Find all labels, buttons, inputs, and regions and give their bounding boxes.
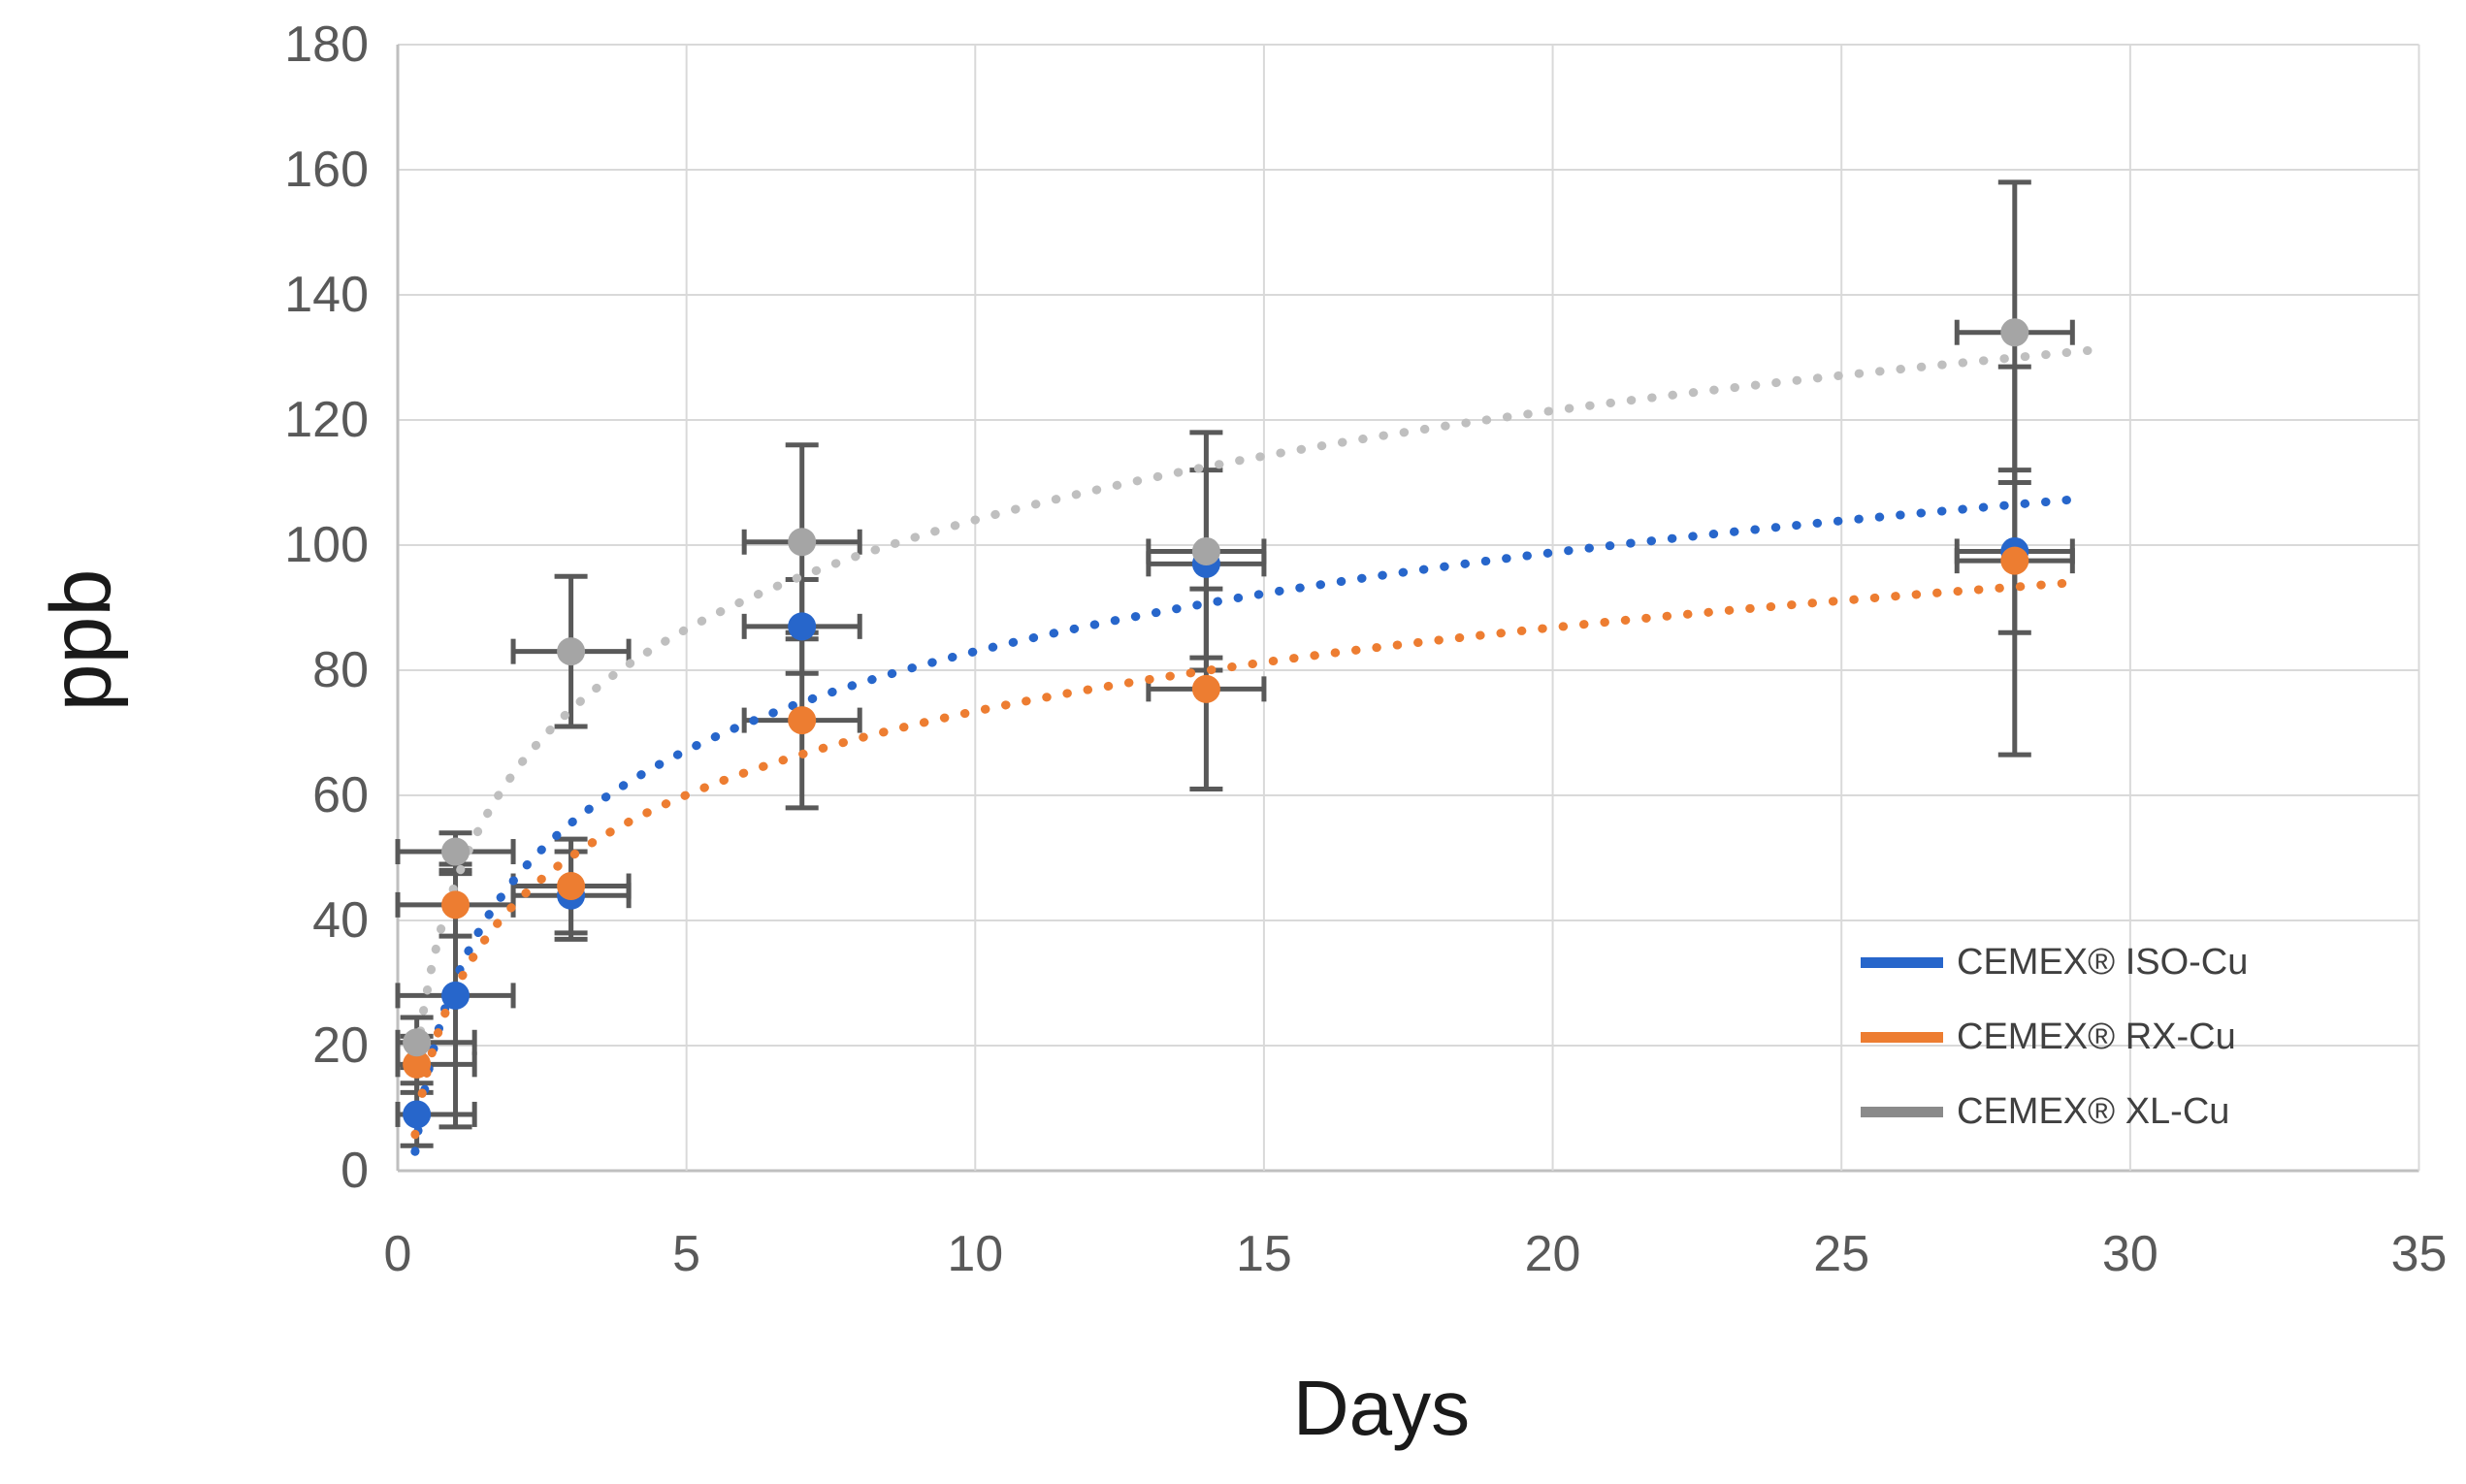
legend-item[interactable]: CEMEX® XL-Cu	[1861, 1075, 2248, 1149]
data-point[interactable]	[2000, 546, 2029, 575]
data-point[interactable]	[2000, 318, 2029, 347]
data-point[interactable]	[403, 1100, 432, 1129]
legend-label: CEMEX® ISO-Cu	[1957, 942, 2249, 983]
y-tick-label: 60	[312, 767, 369, 823]
trendline[interactable]	[410, 578, 2077, 1140]
y-tick-label: 20	[312, 1017, 369, 1074]
legend: CEMEX® ISO-Cu CEMEX® RX-Cu CEMEX® XL-Cu	[1861, 925, 2248, 1149]
legend-swatch-line	[1861, 957, 1943, 968]
legend-label: CEMEX® RX-Cu	[1957, 1016, 2236, 1057]
x-tick-label: 15	[1236, 1226, 1292, 1282]
legend-item[interactable]: CEMEX® ISO-Cu	[1861, 925, 2248, 1000]
data-point[interactable]	[1191, 674, 1220, 703]
y-tick-label: 160	[284, 142, 369, 198]
x-tick-label: 5	[672, 1226, 700, 1282]
data-point[interactable]	[788, 706, 817, 735]
y-tick-label: 100	[284, 517, 369, 573]
y-tick-label: 40	[312, 892, 369, 949]
x-tick-label: 0	[384, 1226, 412, 1282]
legend-item[interactable]: CEMEX® RX-Cu	[1861, 1000, 2248, 1075]
data-point[interactable]	[403, 1028, 432, 1057]
data-point[interactable]	[441, 981, 470, 1010]
data-point[interactable]	[557, 872, 586, 901]
x-tick-label: 30	[2102, 1226, 2158, 1282]
legend-swatch-line	[1861, 1032, 1943, 1043]
x-tick-label: 20	[1525, 1226, 1581, 1282]
x-tick-label: 10	[947, 1226, 1003, 1282]
x-axis-title: Days	[1292, 1365, 1471, 1451]
y-tick-label: 0	[341, 1143, 369, 1199]
legend-swatch-line	[1861, 1107, 1943, 1117]
trendline[interactable]	[410, 495, 2077, 1156]
legend-label: CEMEX® XL-Cu	[1957, 1091, 2230, 1132]
y-tick-label: 140	[284, 267, 369, 323]
data-point[interactable]	[788, 612, 817, 641]
trendline[interactable]	[410, 345, 2094, 1078]
y-axis-title: ppb	[32, 568, 129, 712]
y-tick-label: 120	[284, 392, 369, 448]
data-point[interactable]	[1191, 536, 1220, 565]
x-tick-label: 25	[1813, 1226, 1869, 1282]
data-point[interactable]	[403, 1049, 432, 1079]
y-tick-label: 80	[312, 642, 369, 698]
data-point[interactable]	[441, 837, 470, 866]
y-tick-label: 180	[284, 16, 369, 73]
x-tick-label: 35	[2391, 1226, 2448, 1282]
data-point[interactable]	[557, 637, 586, 666]
data-point[interactable]	[441, 890, 470, 919]
data-point[interactable]	[788, 528, 817, 557]
